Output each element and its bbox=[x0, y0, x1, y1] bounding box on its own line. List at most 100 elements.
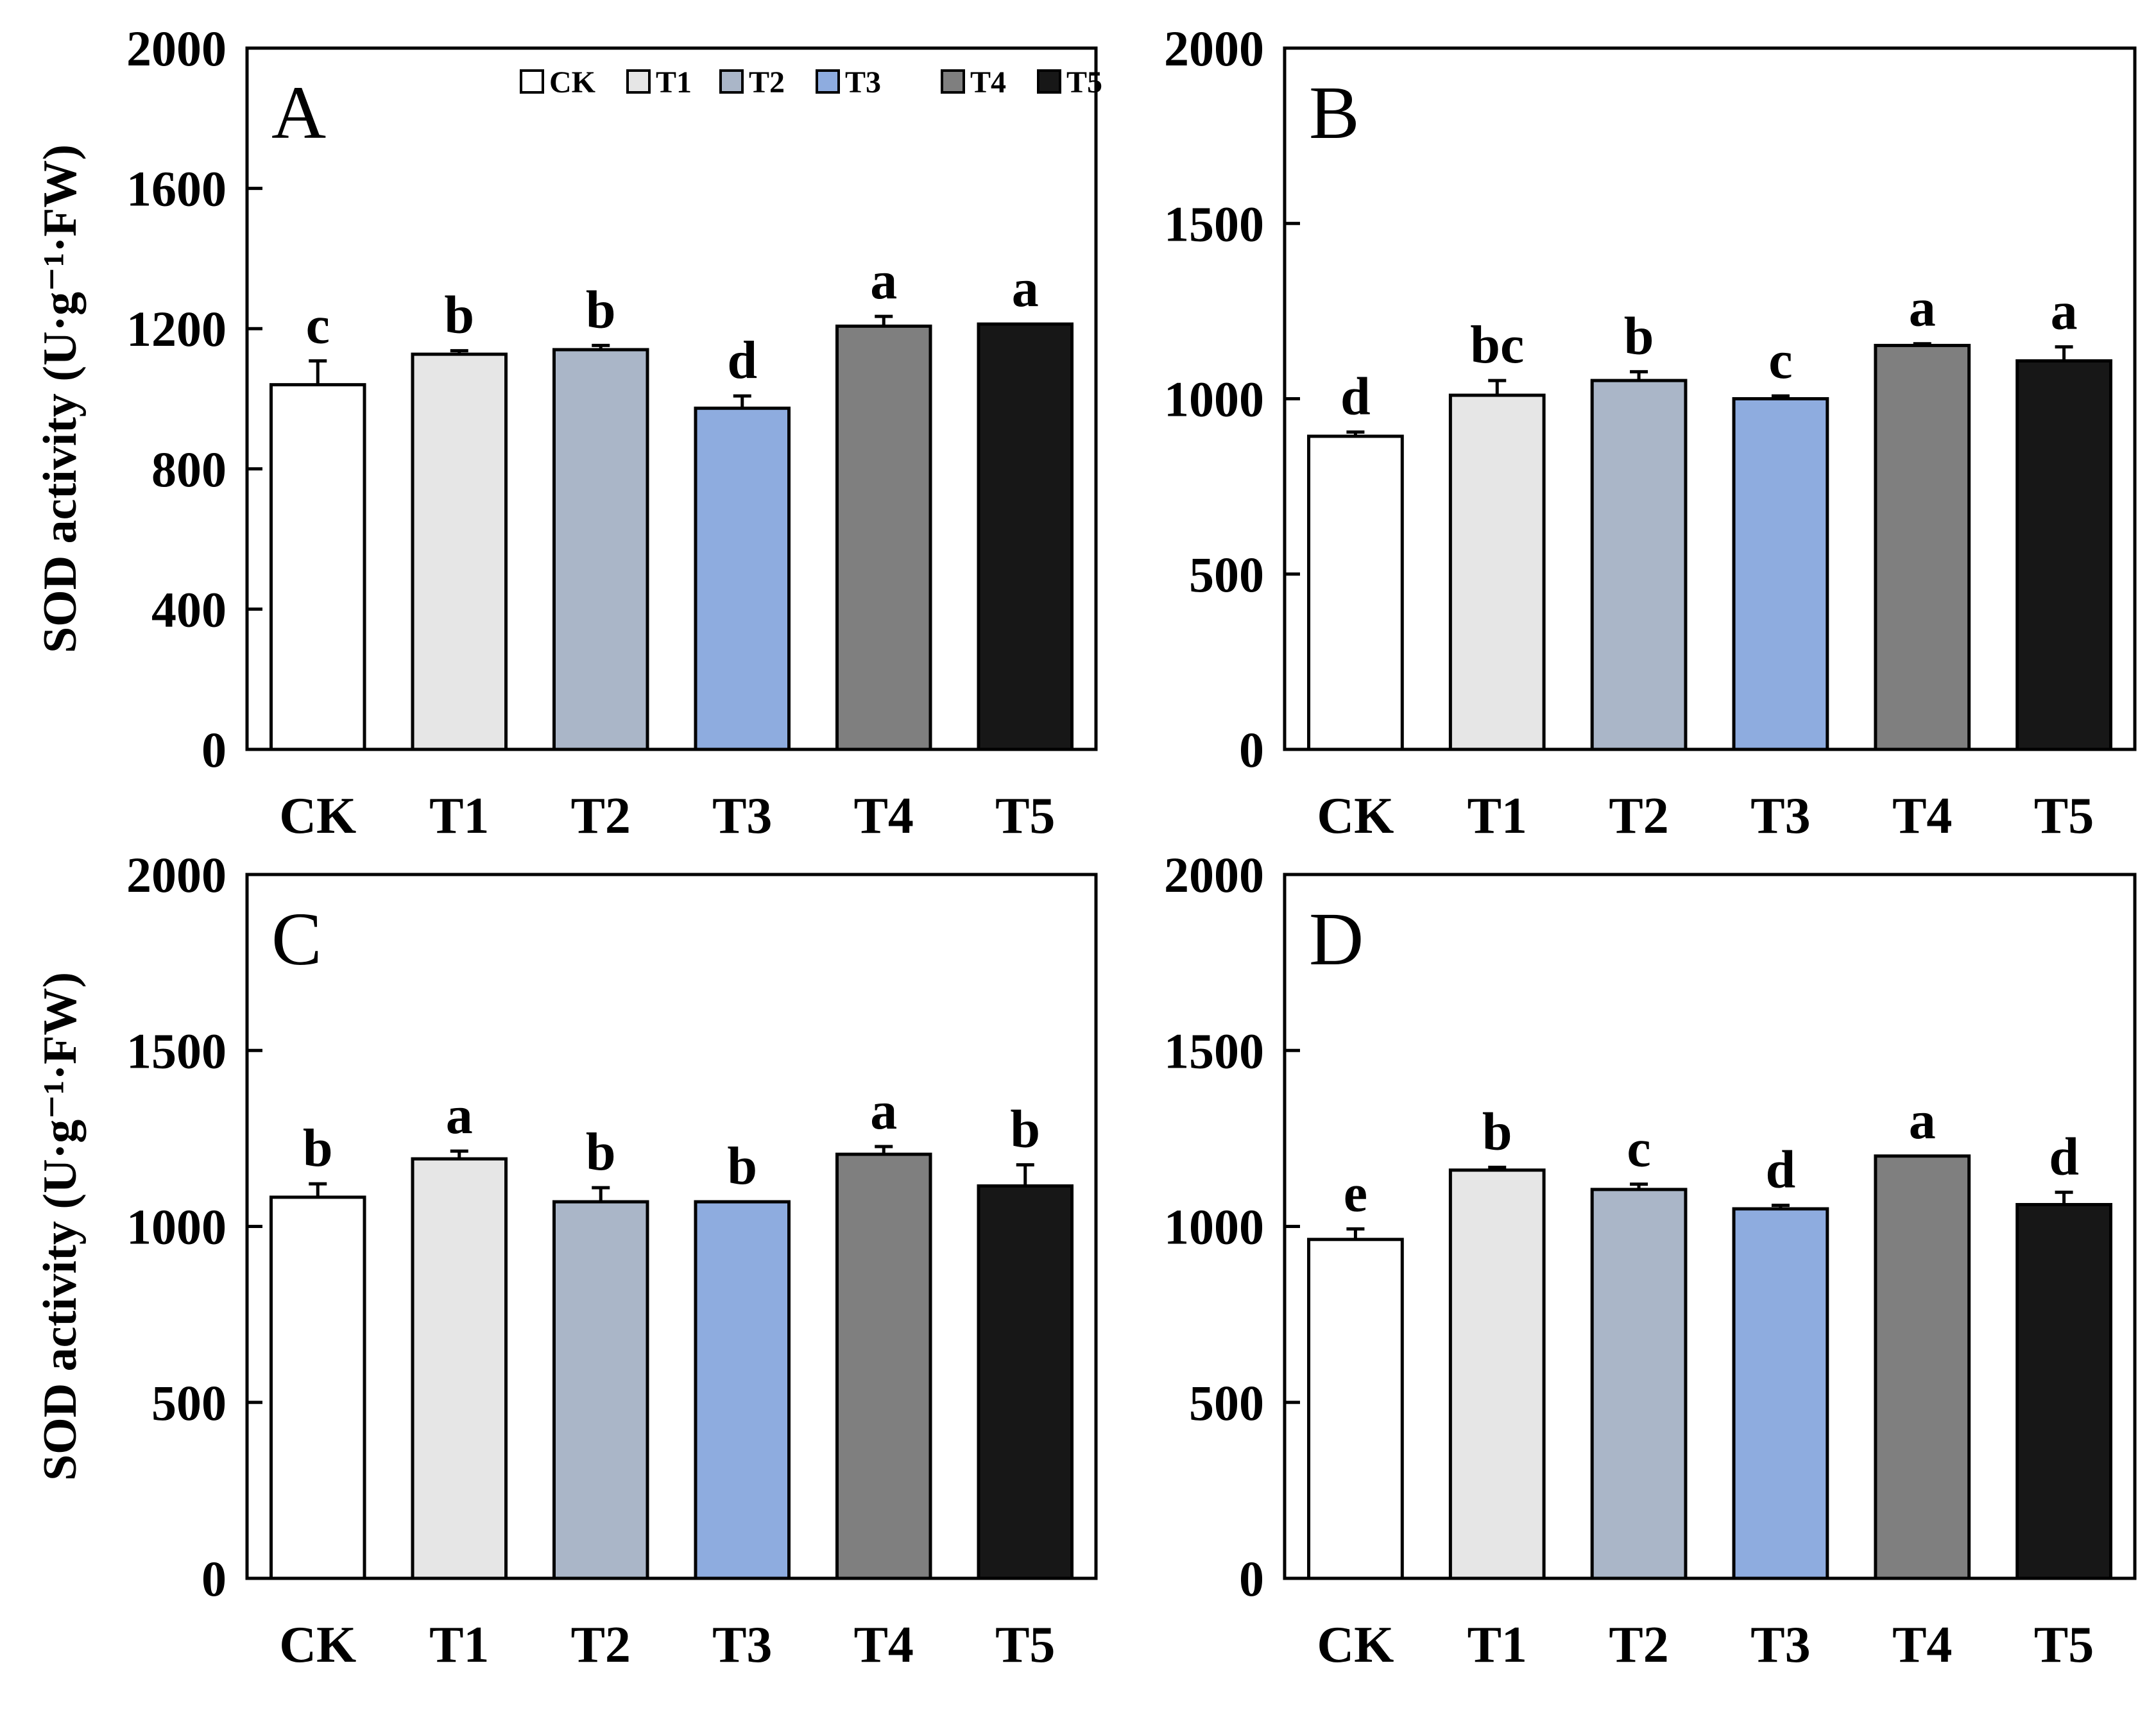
bar-t4 bbox=[835, 1152, 932, 1580]
panel-letter: B bbox=[1309, 71, 1360, 155]
bar-t1 bbox=[411, 352, 508, 751]
bar-t3 bbox=[694, 406, 791, 751]
y-tick-label: 1200 bbox=[126, 301, 227, 357]
bar-t1 bbox=[1448, 1168, 1546, 1580]
legend-label: CK bbox=[549, 65, 595, 99]
panel-letter: C bbox=[271, 897, 322, 981]
significance-letter: b bbox=[444, 286, 474, 345]
y-tick-label: 800 bbox=[151, 441, 227, 497]
x-tick-label: T2 bbox=[1609, 1617, 1668, 1673]
legend-swatch-t4 bbox=[941, 69, 965, 94]
x-tick-label: T4 bbox=[854, 788, 914, 844]
bar-t3 bbox=[1732, 1207, 1829, 1580]
significance-letter: a bbox=[870, 251, 897, 311]
plot-frame bbox=[245, 873, 1098, 1580]
panel-d: 0 500 1000 1500 2000 e CK b T1 c T2 d T3 a T4 d T5 D bbox=[1164, 847, 2137, 1673]
bar-t5 bbox=[977, 1184, 1074, 1580]
legend-swatch-t2 bbox=[719, 69, 744, 94]
bar-t5 bbox=[2015, 359, 2112, 751]
y-tick-label: 0 bbox=[201, 1551, 227, 1607]
panel-letter: A bbox=[271, 71, 326, 155]
plot-frame bbox=[245, 46, 1098, 751]
significance-letter: c bbox=[306, 295, 330, 355]
panel-a: 0 400 800 1200 1600 2000 c CK b T1 b T2 d T3 a T4 a T5 A SO… bbox=[34, 21, 1102, 844]
significance-letter: b bbox=[1624, 306, 1654, 366]
legend-swatch-ck bbox=[520, 69, 544, 94]
bar-t5 bbox=[977, 322, 1074, 751]
bar-ck bbox=[1307, 1238, 1404, 1580]
bar-t3 bbox=[1732, 397, 1829, 751]
y-tick-label: 2000 bbox=[1164, 847, 1264, 903]
bar-t3 bbox=[694, 1200, 791, 1580]
significance-letter: bc bbox=[1470, 315, 1524, 375]
significance-letter: d bbox=[2049, 1127, 2079, 1186]
panel-b: 0 500 1000 1500 2000 d CK bc T1 b T2 c T3 a T4 a T5 B bbox=[1164, 21, 2137, 844]
significance-letter: d bbox=[1340, 366, 1371, 426]
x-tick-label: CK bbox=[1317, 788, 1394, 844]
x-tick-label: T4 bbox=[854, 1617, 914, 1673]
y-tick-label: 1600 bbox=[126, 161, 227, 217]
y-tick-label: 1000 bbox=[1164, 1199, 1264, 1255]
x-tick-label: T1 bbox=[1467, 1617, 1527, 1673]
x-tick-label: T1 bbox=[1467, 788, 1527, 844]
bar-t5 bbox=[2015, 1202, 2112, 1580]
x-tick-label: T2 bbox=[571, 1617, 631, 1673]
significance-letter: b bbox=[1482, 1102, 1512, 1161]
y-tick-label: 1500 bbox=[1164, 1023, 1264, 1079]
y-tick-label: 1500 bbox=[126, 1023, 227, 1079]
bar-t2 bbox=[552, 1200, 649, 1580]
y-tick-label: 1000 bbox=[126, 1199, 227, 1255]
plot-frame bbox=[1283, 873, 2137, 1580]
legend-label: T5 bbox=[1066, 65, 1102, 99]
significance-letter: d bbox=[727, 330, 757, 390]
x-tick-label: T1 bbox=[429, 1617, 489, 1673]
y-tick-label: 0 bbox=[1239, 722, 1264, 778]
y-tick-label: 1000 bbox=[1164, 371, 1264, 427]
bar-t2 bbox=[1590, 379, 1688, 751]
significance-letter: b bbox=[586, 280, 616, 339]
legend-label: T4 bbox=[970, 65, 1006, 99]
x-tick-label: CK bbox=[1317, 1617, 1394, 1673]
x-tick-label: T5 bbox=[2034, 1617, 2094, 1673]
legend-label: T1 bbox=[656, 65, 692, 99]
legend-label: T2 bbox=[749, 65, 785, 99]
legend-label: T3 bbox=[845, 65, 881, 99]
y-tick-label: 2000 bbox=[126, 21, 227, 76]
bar-ck bbox=[269, 1195, 366, 1580]
significance-letter: b bbox=[303, 1118, 333, 1178]
bar-t4 bbox=[1874, 343, 1971, 751]
significance-letter: d bbox=[1766, 1140, 1796, 1200]
panel-c: 0 500 1000 1500 2000 b CK a T1 b T2 b T3 a T4 b T5 C SOD a… bbox=[34, 847, 1098, 1673]
bar-t2 bbox=[552, 348, 649, 751]
y-tick-label: 500 bbox=[1189, 1375, 1264, 1431]
x-tick-label: T1 bbox=[429, 788, 489, 844]
y-tick-label: 0 bbox=[201, 722, 227, 778]
significance-letter: a bbox=[2051, 282, 2078, 341]
x-tick-label: T3 bbox=[1750, 788, 1810, 844]
significance-letter: a bbox=[446, 1086, 473, 1145]
significance-letter: c bbox=[1627, 1119, 1650, 1179]
x-tick-label: T2 bbox=[1609, 788, 1668, 844]
significance-letter: b bbox=[1010, 1100, 1040, 1159]
x-tick-label: T4 bbox=[1892, 1617, 1952, 1673]
x-tick-label: T3 bbox=[712, 1617, 772, 1673]
y-tick-label: 500 bbox=[1189, 547, 1264, 602]
significance-letter: a bbox=[1909, 1091, 1936, 1150]
y-tick-label: 1500 bbox=[1164, 196, 1264, 252]
significance-letter: c bbox=[1768, 330, 1792, 390]
significance-letter: b bbox=[586, 1122, 616, 1182]
bar-ck bbox=[269, 383, 366, 751]
x-tick-label: CK bbox=[279, 788, 356, 844]
y-axis-label: SOD activity (U·g⁻¹·FW) bbox=[34, 972, 87, 1481]
bar-ck bbox=[1307, 434, 1404, 751]
x-tick-label: T5 bbox=[995, 788, 1055, 844]
significance-letter: a bbox=[1909, 278, 1936, 338]
x-tick-label: T5 bbox=[2034, 788, 2094, 844]
bar-t1 bbox=[411, 1157, 508, 1580]
x-tick-label: T3 bbox=[1750, 1617, 1810, 1673]
significance-letter: a bbox=[870, 1081, 897, 1141]
significance-letter: b bbox=[727, 1136, 757, 1196]
bar-t4 bbox=[835, 324, 932, 751]
x-tick-label: CK bbox=[279, 1617, 356, 1673]
